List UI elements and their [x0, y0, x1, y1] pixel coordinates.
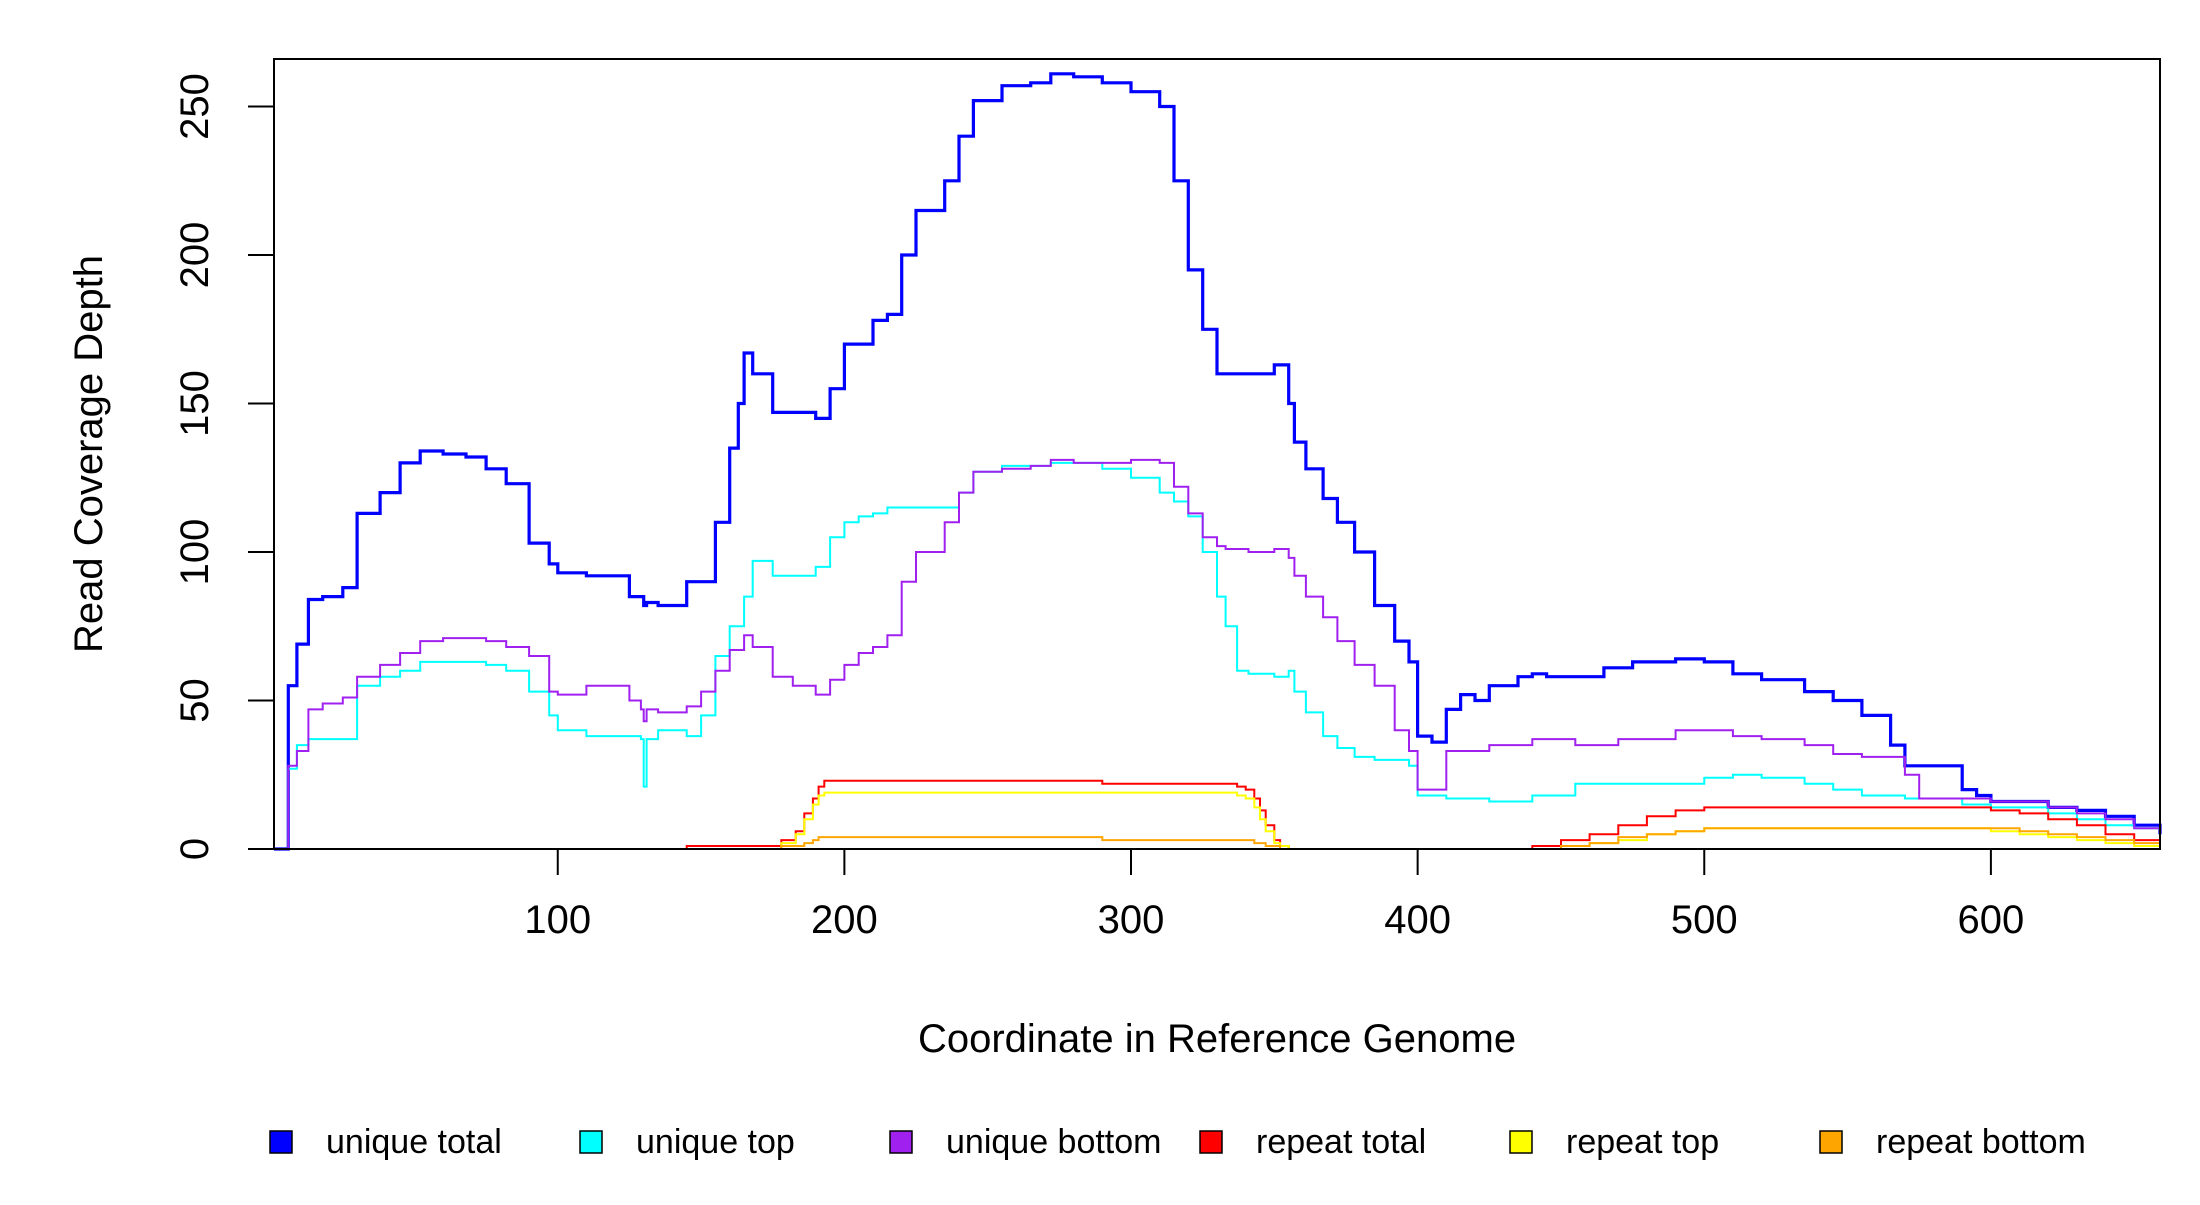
series-line-repeat-bottom — [274, 827, 2161, 850]
series-line-repeat-total — [274, 779, 2161, 850]
x-tick-label: 100 — [524, 898, 591, 942]
y-tick-label: 200 — [173, 222, 217, 289]
legend-label: repeat bottom — [1876, 1123, 2086, 1161]
series-layer — [274, 72, 2162, 851]
legend-swatch — [1199, 1130, 1223, 1154]
x-tick-label: 300 — [1098, 898, 1165, 942]
legend-label: repeat total — [1256, 1123, 1426, 1161]
y-tick-label: 250 — [173, 73, 217, 140]
legend: unique total unique top unique bottom repea… — [269, 1123, 2086, 1161]
x-axis: 100 200 300 400 500 600 — [524, 848, 2025, 942]
y-tick-label: 100 — [173, 519, 217, 586]
legend-swatch — [1509, 1130, 1533, 1154]
legend-label: repeat top — [1566, 1123, 1719, 1161]
x-tick-label: 500 — [1671, 898, 1738, 942]
series-line-repeat-top — [274, 791, 2161, 850]
legend-swatch — [889, 1130, 913, 1154]
legend-label: unique bottom — [946, 1123, 1162, 1161]
y-tick-label: 50 — [173, 678, 217, 723]
x-tick-label: 200 — [811, 898, 878, 942]
legend-swatch — [579, 1130, 603, 1154]
series-line-unique-top — [274, 461, 2161, 850]
x-tick-label: 600 — [1958, 898, 2025, 942]
series-line-unique-bottom — [274, 458, 2161, 850]
legend-swatch — [1819, 1130, 1843, 1154]
legend-swatch — [269, 1130, 293, 1154]
x-tick-label: 400 — [1384, 898, 1451, 942]
y-tick-label: 0 — [173, 838, 217, 860]
series-line-unique-total — [274, 72, 2162, 851]
y-axis: 0 50 100 150 200 250 — [173, 73, 275, 860]
x-axis-label: Coordinate in Reference Genome — [918, 1017, 1516, 1061]
legend-label: unique total — [326, 1123, 502, 1161]
legend-label: unique top — [636, 1123, 795, 1161]
y-axis-label: Read Coverage Depth — [67, 255, 111, 653]
y-tick-label: 150 — [173, 370, 217, 437]
